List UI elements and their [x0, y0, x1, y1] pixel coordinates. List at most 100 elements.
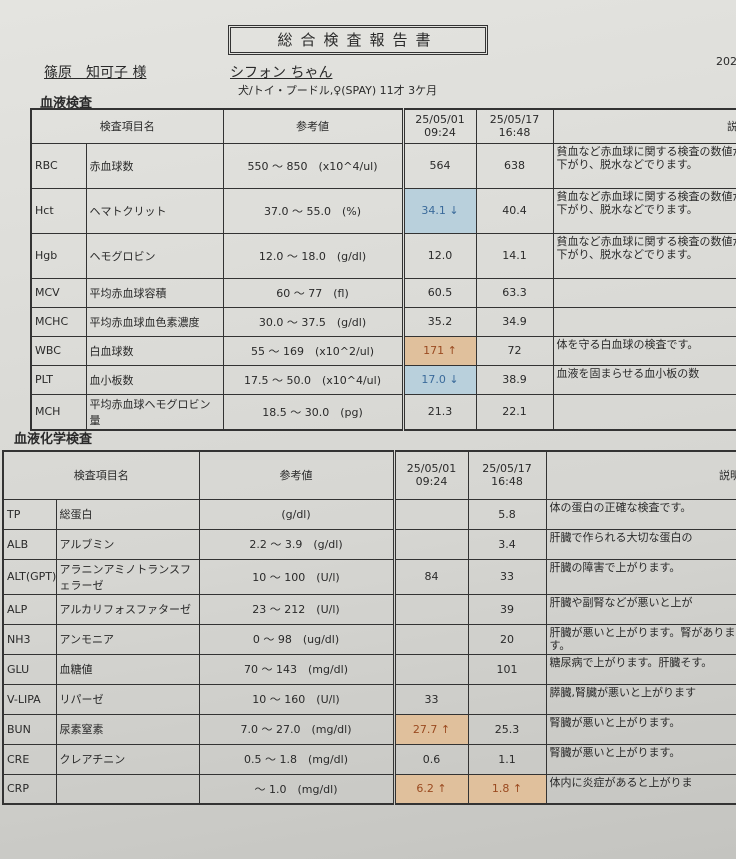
test-code: ALB	[2, 528, 57, 560]
value-date2: 72	[475, 335, 554, 366]
description	[552, 277, 736, 308]
time1: 09:24	[424, 126, 456, 140]
test-code: RBC	[30, 142, 87, 189]
reference-range: 23 ～ 212 (U/l)	[198, 593, 395, 625]
owner-name: 篠原 知可子 様	[44, 65, 147, 81]
value-date1: 17.0 ↓	[401, 364, 477, 395]
description: 貧血など赤血球に関する検査の数値が下がり、脱水などでります。	[552, 187, 736, 234]
value-date1: 84	[392, 558, 469, 595]
description: 肝臓が悪いと上がります。腎があります。	[545, 623, 736, 655]
time1: 09:24	[415, 475, 448, 489]
description: 肝臓で作られる大切な蛋白の	[545, 528, 736, 560]
test-name: アルブミン	[55, 528, 200, 560]
description: 体の蛋白の正確な検査です。	[545, 498, 736, 530]
test-name: リパーゼ	[55, 683, 200, 715]
value-date2: 14.1	[475, 232, 554, 279]
value-date1: 35.2	[401, 306, 477, 337]
table-row: Hgb ヘモグロビン 12.0 ～ 18.0 (g/dl) 12.0 14.1 貧血など赤…	[30, 232, 736, 279]
test-name: アンモニア	[55, 623, 200, 655]
table-row: MCH 平均赤血球ヘモグロビン量 18.5 ～ 30.0 (pg) 21.3 22.1	[30, 393, 736, 430]
test-name: 尿素窒素	[55, 713, 200, 745]
test-code: NH3	[2, 623, 57, 655]
value-date2: 33	[467, 558, 547, 595]
reference-range: 12.0 ～ 18.0 (g/dl)	[222, 232, 404, 279]
table-row: ALP アルカリフォスファターゼ 23 ～ 212 (U/l) 39 肝臓や副腎などが悪…	[2, 593, 736, 625]
test-name: アラニンアミノトランスフェラーゼ	[55, 558, 200, 595]
header-date1: 25/05/01 09:24	[392, 450, 469, 500]
value-date1: 564	[401, 142, 477, 189]
value-date1: 27.7 ↑	[392, 713, 469, 745]
value-date2: 34.9	[475, 306, 554, 337]
table-row: CRE クレアチニン 0.5 ～ 1.8 (mg/dl) 0.6 1.1 腎臓が悪いと上が…	[2, 743, 736, 775]
reference-range: 37.0 ～ 55.0 (%)	[222, 187, 404, 234]
report-title: 総合検査報告書	[228, 25, 488, 55]
reference-range: 10 ～ 100 (U/l)	[198, 558, 395, 595]
description: 膵臓,腎臓が悪いと上がります	[545, 683, 736, 715]
description: 血液を固まらせる血小板の数	[552, 364, 736, 395]
test-name: 血小板数	[85, 364, 224, 395]
test-name: 平均赤血球血色素濃度	[85, 306, 224, 337]
report-date: 202	[716, 55, 736, 68]
header-item: 検査項目名	[30, 108, 224, 144]
test-code: MCH	[30, 393, 87, 430]
reference-range: 18.5 ～ 30.0 (pg)	[222, 393, 404, 430]
table-row: BUN 尿素窒素 7.0 ～ 27.0 (mg/dl) 27.7 ↑ 25.3 腎臓が悪い…	[2, 713, 736, 745]
table-row: ALB アルブミン 2.2 ～ 3.9 (g/dl) 3.4 肝臓で作られる大切な蛋白の	[2, 528, 736, 560]
value-date2: 1.1	[467, 743, 547, 775]
header-desc: 説明	[552, 108, 736, 144]
table-row: CRP ～ 1.0 (mg/dl) 6.2 ↑ 1.8 ↑ 体内に炎症があると上がりま	[2, 773, 736, 805]
value-date1: 60.5	[401, 277, 477, 308]
value-date2: 25.3	[467, 713, 547, 745]
test-code: GLU	[2, 653, 57, 685]
reference-range: 60 ～ 77 (fl)	[222, 277, 404, 308]
test-code: Hgb	[30, 232, 87, 279]
value-date1: 21.3	[401, 393, 477, 430]
reference-range: 17.5 ～ 50.0 (x10^4/ul)	[222, 364, 404, 395]
reference-range: 70 ～ 143 (mg/dl)	[198, 653, 395, 685]
table-row: MCHC 平均赤血球血色素濃度 30.0 ～ 37.5 (g/dl) 35.2 34.9	[30, 306, 736, 337]
test-code: MCV	[30, 277, 87, 308]
header-date2: 25/05/17 16:48	[475, 108, 554, 144]
pet-info: 犬/トイ・プードル,♀(SPAY) 11才 3ケ月	[238, 84, 438, 97]
value-date2: 63.3	[475, 277, 554, 308]
test-code: CRE	[2, 743, 57, 775]
reference-range: ～ 1.0 (mg/dl)	[198, 773, 395, 805]
table-row: MCV 平均赤血球容積 60 ～ 77 (fl) 60.5 63.3	[30, 277, 736, 308]
description: 腎臓が悪いと上がります。	[545, 713, 736, 745]
value-date1: 34.1 ↓	[401, 187, 477, 234]
header-ref: 参考値	[198, 450, 395, 500]
value-date2: 38.9	[475, 364, 554, 395]
value-date1	[392, 623, 469, 655]
table-row: RBC 赤血球数 550 ～ 850 (x10^4/ul) 564 638 貧血など赤血球…	[30, 142, 736, 189]
test-code: TP	[2, 498, 57, 530]
description: 貧血など赤血球に関する検査の数値が下がり、脱水などでります。	[552, 142, 736, 189]
value-date1	[392, 498, 469, 530]
table-row: Hct ヘマトクリット 37.0 ～ 55.0 (%) 34.1 ↓ 40.4 貧血など赤…	[30, 187, 736, 234]
test-name: クレアチニン	[55, 743, 200, 775]
value-date2: 22.1	[475, 393, 554, 430]
test-code: MCHC	[30, 306, 87, 337]
test-code: PLT	[30, 364, 87, 395]
description: 糖尿病で上がります。肝臓そす。	[545, 653, 736, 685]
time2: 16:48	[491, 475, 523, 489]
test-code: CRP	[2, 773, 57, 805]
description	[552, 393, 736, 430]
reference-range: 550 ～ 850 (x10^4/ul)	[222, 142, 404, 189]
value-date1: 33	[392, 683, 469, 715]
description: 貧血など赤血球に関する検査の数値が下がり、脱水などでります。	[552, 232, 736, 279]
value-date2: 101	[467, 653, 547, 685]
test-name: ヘマトクリット	[85, 187, 224, 234]
value-date1: 171 ↑	[401, 335, 477, 366]
reference-range: 55 ～ 169 (x10^2/ul)	[222, 335, 404, 366]
reference-range: 0 ～ 98 (ug/dl)	[198, 623, 395, 655]
test-code: V-LIPA	[2, 683, 57, 715]
value-date2	[467, 683, 547, 715]
value-date2: 3.4	[467, 528, 547, 560]
reference-range: 2.2 ～ 3.9 (g/dl)	[198, 528, 395, 560]
description: 体を守る白血球の検査です。	[552, 335, 736, 366]
date2: 25/05/17	[489, 113, 540, 127]
header-date1: 25/05/01 09:24	[401, 108, 477, 144]
